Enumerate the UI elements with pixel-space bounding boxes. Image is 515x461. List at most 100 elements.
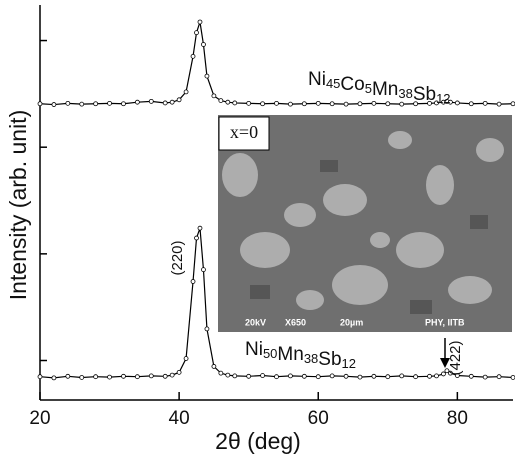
data-point [121,101,126,107]
data-point [434,100,439,106]
data-point [51,375,57,381]
data-point [51,102,57,107]
data-point [427,100,432,106]
data-point [288,373,293,379]
data-point [107,100,112,106]
data-point [301,101,307,107]
x-tick-label: 20 [29,408,50,429]
data-point [357,374,363,380]
inset-image: x=0 20kV X650 20µm PHY, IITB [218,115,512,332]
data-point [65,373,71,379]
data-point [343,373,349,379]
data-point [79,375,85,380]
data-point [454,373,460,378]
data-point [399,101,405,107]
x-axis-title: 2θ (deg) [215,428,301,454]
data-point [169,99,175,105]
data-point [385,374,391,380]
data-point [301,373,307,379]
data-point [447,99,453,105]
inset-label: x=0 [230,122,258,142]
data-point [447,370,453,376]
inset-caption: PHY, IITB [425,317,465,327]
data-point [183,89,189,95]
data-point [329,101,335,107]
data-point [496,374,502,380]
data-point [225,372,231,378]
data-point [274,374,279,380]
data-point [197,225,203,231]
inset-caption: 20µm [340,317,363,327]
peak-annotation: (220) [169,240,186,275]
data-point [496,101,502,107]
data-point [194,30,199,36]
annotation-arrowhead [440,358,450,368]
data-point [329,373,335,379]
data-point [225,99,231,105]
inset-caption: 20kV [245,317,266,327]
data-point [37,101,43,107]
data-point [468,373,474,379]
data-point [434,373,439,379]
data-point [232,373,238,379]
x-tick-label: 40 [169,408,190,429]
data-point [148,98,154,104]
data-point [413,374,419,380]
data-point [288,101,293,107]
data-point [232,100,238,106]
data-point [194,235,199,241]
data-point [162,100,168,106]
sem-texture [222,131,504,310]
data-point [441,371,446,377]
data-point [201,42,206,47]
inset-label-box [218,116,270,151]
data-point [148,373,154,379]
data-point [183,356,189,361]
data-point [510,375,515,380]
data-point [190,279,196,284]
data-point [134,374,140,380]
data-point [190,53,196,59]
data-point [343,101,349,107]
data-point [246,373,252,379]
data-point [385,101,391,107]
data-point [93,101,99,107]
data-point [315,100,321,106]
data-point [211,93,217,99]
data-point [413,101,419,107]
data-point [427,373,432,379]
data-point [274,100,279,106]
data-point [246,100,252,106]
data-point [468,101,474,107]
data-point [315,374,321,380]
data-point [510,101,515,107]
data-point [218,98,224,103]
data-point [204,73,210,79]
data-point [37,374,43,380]
data-point [197,19,203,25]
data-point [93,374,99,380]
data-point [371,373,377,379]
data-point [482,374,488,380]
data-point [121,373,126,379]
data-point [357,101,363,107]
data-point [371,100,377,106]
data-point [444,368,450,374]
data-point [65,100,71,106]
data-point [107,374,112,380]
data-point [399,373,405,379]
data-point [201,267,206,273]
x-tick-label: 60 [308,408,329,429]
data-point [176,369,182,375]
data-point [218,370,224,376]
y-axis-title: Intensity (arb. unit) [5,110,31,300]
data-point [211,364,217,369]
x-tick-label: 80 [447,408,468,429]
series-label: Ni45Co5Mn38Sb12 [308,69,451,106]
data-point [79,101,85,107]
data-point [162,373,168,379]
inset-caption: X650 [285,317,306,327]
series-label: Ni50Mn38Sb12 [245,339,356,371]
data-point [482,100,488,106]
